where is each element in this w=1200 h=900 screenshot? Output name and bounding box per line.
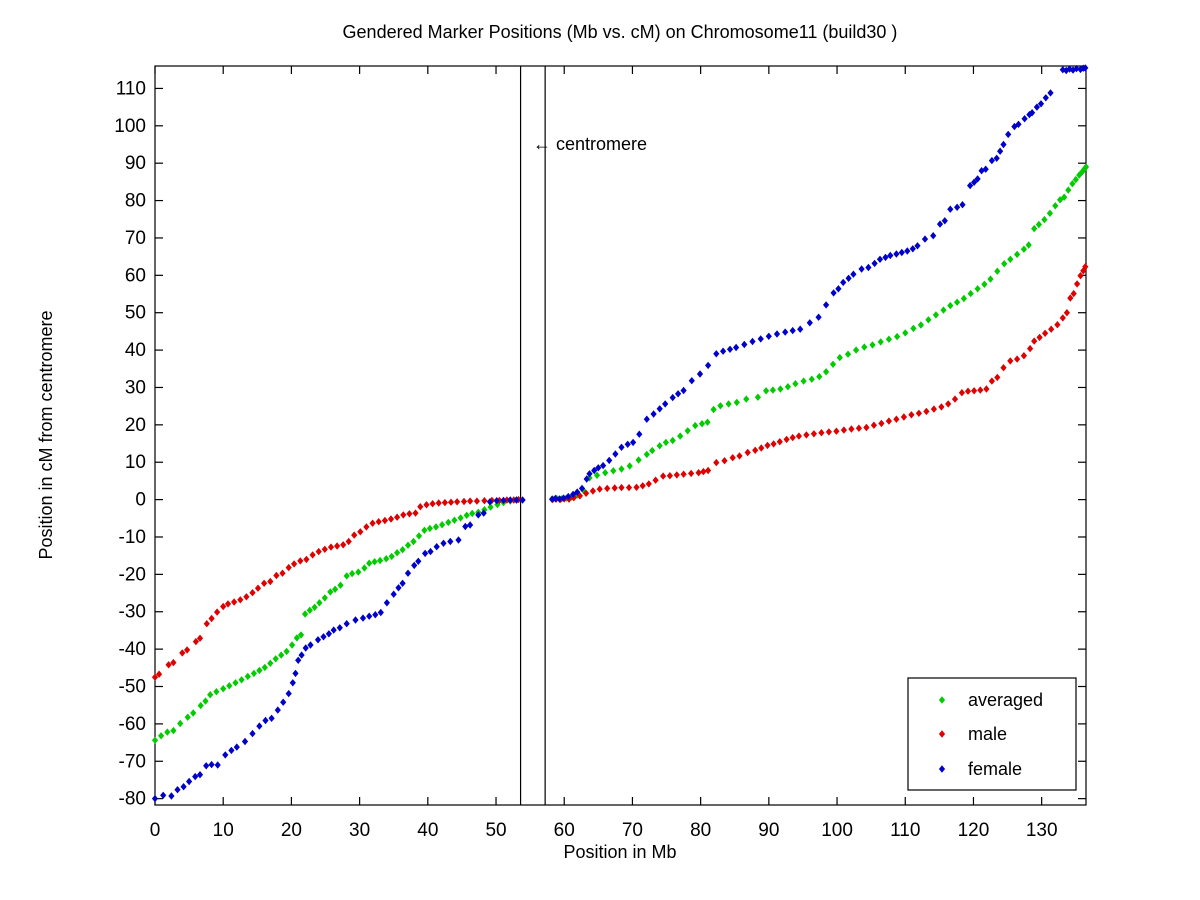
- x-tick-label: 0: [150, 820, 161, 841]
- x-tick-label: 50: [485, 820, 506, 841]
- y-tick-label: 70: [125, 228, 146, 249]
- y-tick-label: -60: [119, 714, 146, 735]
- y-tick-label: 50: [125, 303, 146, 324]
- x-tick-label: 80: [690, 820, 711, 841]
- y-tick-label: 100: [114, 116, 146, 137]
- y-tick-label: 30: [125, 377, 146, 398]
- y-tick-label: 90: [125, 153, 146, 174]
- x-axis-label: Position in Mb: [563, 842, 676, 862]
- legend-box: [907, 677, 1077, 791]
- x-tick-label: 130: [1026, 820, 1058, 841]
- x-tick-label: 110: [890, 820, 920, 841]
- legend-label-female: female: [968, 759, 1022, 779]
- y-tick-label: -10: [119, 527, 146, 548]
- y-tick-label: 10: [125, 452, 146, 473]
- x-tick-label: 70: [622, 820, 643, 841]
- centromere-annotation: ← centromere: [533, 134, 647, 154]
- series-averaged-markers: [151, 163, 1090, 744]
- y-tick-label: -80: [119, 789, 146, 810]
- legend-label-male: male: [968, 724, 1007, 744]
- y-tick-label: 0: [135, 490, 146, 511]
- x-tick-label: 90: [758, 820, 779, 841]
- x-tick-label: 40: [417, 820, 438, 841]
- y-tick-label: -40: [119, 639, 146, 660]
- y-tick-label: -20: [119, 564, 146, 585]
- y-tick-label: -70: [119, 751, 146, 772]
- plot-border: [154, 65, 1087, 806]
- plot-area: 0 10 20 30 40 50 60 70 80 90 100 110 120 130-80-70-60…: [114, 64, 1090, 841]
- y-tick-label: 60: [125, 265, 146, 286]
- y-tick-label: 20: [125, 415, 146, 436]
- legend: averaged male female: [907, 677, 1077, 791]
- y-tick-label: 40: [125, 340, 146, 361]
- y-tick-label: -30: [119, 602, 146, 623]
- y-axis-label: Position in cM from centromere: [36, 310, 56, 559]
- y-tick-label: -50: [119, 677, 146, 698]
- x-tick-label: 20: [281, 820, 302, 841]
- legend-label-averaged: averaged: [968, 690, 1043, 710]
- y-tick-label: 110: [116, 78, 146, 99]
- legend-marker-male: [938, 730, 946, 738]
- legend-marker-averaged: [938, 696, 946, 704]
- legend-marker-female: [938, 765, 946, 773]
- x-tick-label: 100: [821, 820, 853, 841]
- x-tick-label: 30: [349, 820, 370, 841]
- y-tick-label: 80: [125, 191, 146, 212]
- x-tick-label: 120: [958, 820, 990, 841]
- x-tick-label: 10: [213, 820, 234, 841]
- x-tick-label: 60: [554, 820, 575, 841]
- chart-title: Gendered Marker Positions (Mb vs. cM) on…: [343, 22, 898, 42]
- series-male-markers: [151, 263, 1089, 681]
